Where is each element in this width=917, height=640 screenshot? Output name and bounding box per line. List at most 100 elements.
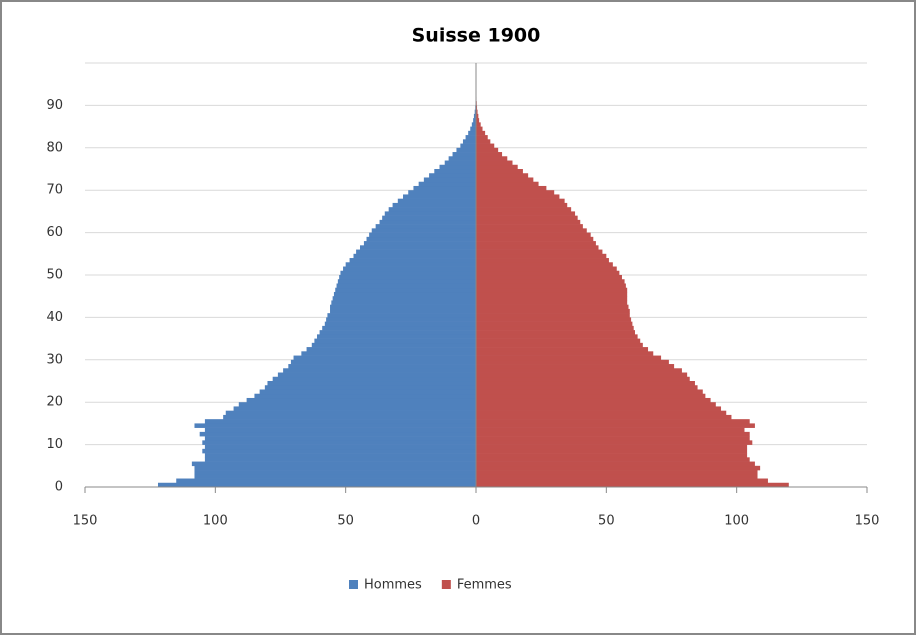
- bar: [476, 224, 583, 229]
- bar: [476, 423, 755, 428]
- bar: [382, 216, 476, 221]
- bar: [476, 182, 539, 187]
- bar: [476, 428, 744, 433]
- bar: [463, 139, 476, 144]
- bar: [476, 373, 687, 378]
- bar: [325, 322, 476, 327]
- bar: [340, 271, 476, 276]
- bar: [476, 262, 613, 267]
- bar: [434, 169, 476, 174]
- bar: [476, 258, 609, 263]
- bar: [327, 313, 476, 318]
- bar: [364, 241, 476, 246]
- bar: [205, 436, 476, 441]
- bar: [476, 292, 627, 297]
- bar: [476, 406, 721, 411]
- bar: [470, 127, 476, 132]
- bar: [476, 470, 758, 475]
- bar: [468, 131, 476, 136]
- bar: [476, 381, 695, 386]
- bar: [476, 135, 488, 140]
- bar: [476, 347, 648, 352]
- bar: [476, 190, 554, 195]
- x-tick-label: 100: [203, 514, 228, 529]
- bar: [476, 233, 591, 238]
- y-tick-label: 50: [46, 268, 63, 283]
- bar: [476, 364, 674, 369]
- bar: [476, 339, 640, 344]
- bar: [445, 161, 476, 166]
- bar: [247, 398, 476, 403]
- bar: [312, 343, 476, 348]
- bar: [476, 177, 533, 182]
- bar: [283, 368, 476, 373]
- bar: [337, 283, 476, 288]
- bar: [291, 360, 476, 365]
- legend-swatch: [349, 580, 358, 589]
- bar: [353, 254, 476, 259]
- bar: [389, 207, 476, 212]
- bar: [476, 279, 625, 284]
- bar: [466, 135, 476, 140]
- bar: [476, 194, 559, 199]
- x-tick-label: 150: [73, 514, 98, 529]
- bar: [476, 254, 606, 259]
- bar: [254, 394, 476, 399]
- bar: [476, 453, 747, 458]
- bar: [331, 300, 476, 305]
- bar: [476, 127, 483, 132]
- bar: [320, 330, 476, 335]
- bar: [456, 148, 476, 153]
- bar: [369, 233, 476, 238]
- bar: [476, 283, 626, 288]
- bar: [476, 351, 653, 356]
- bar: [476, 326, 634, 331]
- bar: [239, 402, 476, 407]
- bar: [476, 169, 523, 174]
- bar: [398, 199, 476, 204]
- bar: [265, 385, 476, 390]
- bar: [476, 360, 669, 365]
- bar: [194, 466, 476, 471]
- bar: [234, 406, 476, 411]
- bar: [346, 262, 476, 267]
- bar: [194, 470, 476, 475]
- y-tick-label: 30: [46, 352, 63, 367]
- bar: [440, 165, 476, 170]
- bar: [380, 220, 476, 225]
- bar: [476, 250, 602, 255]
- bar: [350, 258, 476, 263]
- bar: [403, 194, 476, 199]
- bar: [385, 211, 476, 216]
- bar: [476, 300, 627, 305]
- bar: [476, 152, 502, 157]
- bar: [476, 368, 682, 373]
- bar: [476, 228, 587, 233]
- bar: [476, 173, 528, 178]
- bar: [476, 322, 632, 327]
- bar: [476, 415, 731, 420]
- y-tick-label: 20: [46, 395, 63, 410]
- bar: [476, 449, 747, 454]
- bar: [408, 190, 476, 195]
- bar: [205, 419, 476, 424]
- bar: [476, 389, 703, 394]
- bar: [476, 296, 627, 301]
- bar: [205, 445, 476, 450]
- bar: [472, 122, 476, 127]
- bar: [476, 186, 546, 191]
- bar: [476, 377, 690, 382]
- bar: [223, 415, 476, 420]
- bar: [476, 334, 638, 339]
- bar: [476, 343, 643, 348]
- x-tick-label: 100: [724, 514, 749, 529]
- bar: [334, 292, 476, 297]
- bar: [476, 241, 596, 246]
- bar: [476, 203, 567, 208]
- bar: [192, 462, 476, 467]
- bar: [200, 432, 476, 437]
- bar: [322, 326, 476, 331]
- bar: [476, 309, 630, 314]
- bar: [205, 453, 476, 458]
- bar: [307, 347, 476, 352]
